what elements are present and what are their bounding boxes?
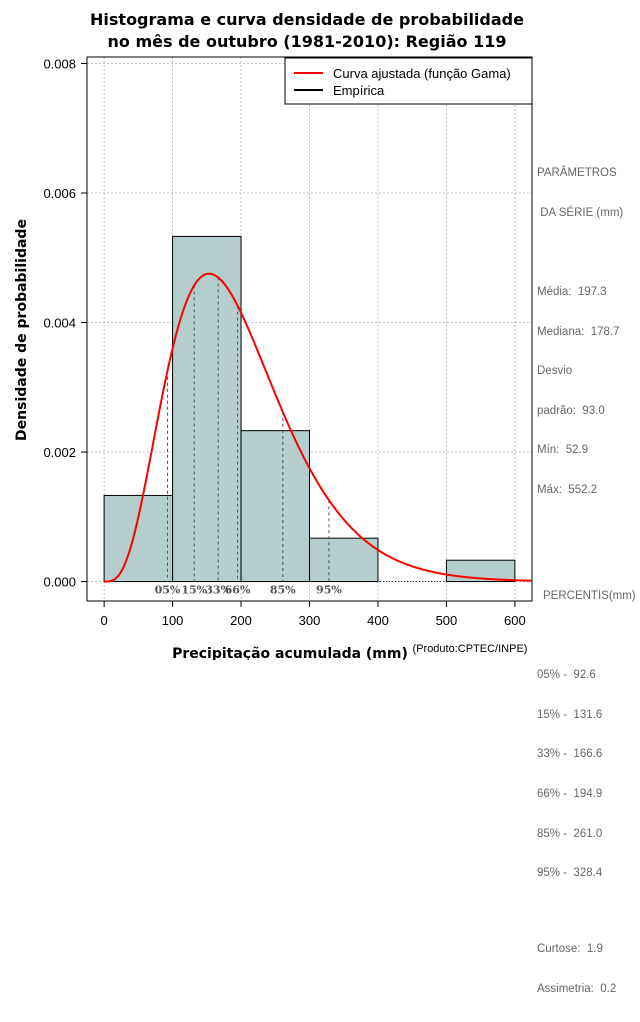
stats-side-panel: PARÂMETROS DA SÉRIE (mm) Média: 197.3 Me… bbox=[537, 141, 640, 1022]
percentil-85: 85% - 261.0 bbox=[537, 827, 603, 840]
stat-assimetria: Assimetria: 0.2 bbox=[537, 982, 617, 995]
stat-desvio-value: padrão: 93.0 bbox=[537, 404, 605, 417]
chart-figure: 05% 15% 33% 66% 85% 95% 0 100 200 300 400 500 600 0.… bbox=[14, 10, 636, 995]
x-tick-label: 200 bbox=[230, 613, 252, 628]
chart-title-line2: no mês de outubro (1981-2010): Região 11… bbox=[108, 32, 507, 51]
histogram-bar-3 bbox=[309, 537, 379, 583]
stat-media: Média: 197.3 bbox=[537, 286, 607, 299]
histogram-bar-1 bbox=[172, 235, 242, 583]
y-axis-label: Densidade de probabilidade bbox=[14, 219, 30, 441]
legend-label-1: Empírica bbox=[333, 83, 385, 98]
percentile-label-15%: 15% bbox=[181, 584, 207, 597]
percentis-title: PERCENTIS(mm) bbox=[543, 590, 636, 603]
percentile-label-95%: 95% bbox=[316, 584, 342, 597]
y-tick-label: 0.004 bbox=[43, 316, 76, 331]
x-tick-label: 100 bbox=[162, 613, 184, 628]
stat-curtose: Curtose: 1.9 bbox=[537, 943, 603, 956]
x-tick-label: 600 bbox=[504, 613, 526, 628]
legend: Curva ajustada (função Gama) Empírica bbox=[284, 57, 533, 105]
percentile-label-66%: 66% bbox=[225, 584, 251, 597]
params-title: PARÂMETROS bbox=[537, 167, 617, 180]
axes: 0 100 200 300 400 500 600 0.000 0.002 0.004 0.006 0… bbox=[43, 56, 525, 628]
percentile-label-85%: 85% bbox=[270, 584, 296, 597]
params-subtitle: DA SÉRIE (mm) bbox=[537, 207, 624, 220]
x-tick-label: 500 bbox=[436, 613, 458, 628]
histogram-plot: 05% 15%33%66% 85% 95% 0 100 200 300 400 500 600 0.… bbox=[14, 10, 533, 660]
stat-desvio-label: Desvio bbox=[537, 365, 573, 378]
percentil-66: 66% - 194.9 bbox=[537, 787, 603, 800]
x-tick-label: 400 bbox=[367, 613, 389, 628]
x-tick-label: 0 bbox=[100, 613, 107, 628]
legend-box bbox=[284, 57, 533, 105]
legend-label-0: Curva ajustada (função Gama) bbox=[333, 66, 511, 81]
percentile-label-33%: 33% bbox=[205, 584, 231, 597]
histogram-bar-0 bbox=[103, 494, 174, 583]
stat-min: Mín: 52.9 bbox=[537, 444, 589, 457]
y-tick-label: 0.000 bbox=[43, 575, 76, 590]
y-tick-label: 0.002 bbox=[43, 445, 76, 460]
histogram-bars bbox=[103, 235, 516, 583]
percentil-15: 15% - 131.6 bbox=[537, 708, 603, 721]
x-tick-label: 300 bbox=[299, 613, 321, 628]
percentil-95: 95% - 328.4 bbox=[537, 867, 603, 880]
gamma-curve-line bbox=[104, 272, 532, 583]
stat-mediana: Mediana: 178.7 bbox=[537, 325, 620, 338]
credit-label: (Produto:CPTEC/INPE) bbox=[413, 643, 528, 655]
percentil-05: 05% - 92.6 bbox=[537, 669, 596, 682]
percentile-label-05%: 05% bbox=[155, 584, 181, 597]
chart-title-line1: Histograma e curva densidade de probabil… bbox=[90, 10, 524, 29]
percentile-lines: 05% 15%33%66% 85% 95% bbox=[155, 277, 342, 597]
histogram-bar-2 bbox=[240, 430, 311, 583]
stat-max: Máx: 552.2 bbox=[537, 484, 598, 497]
x-axis-label: Precipitação acumulada (mm) bbox=[172, 646, 408, 660]
y-tick-label: 0.008 bbox=[43, 56, 76, 71]
y-tick-label: 0.006 bbox=[43, 186, 76, 201]
gamma-curve bbox=[104, 272, 532, 583]
percentil-33: 33% - 166.6 bbox=[537, 748, 603, 761]
